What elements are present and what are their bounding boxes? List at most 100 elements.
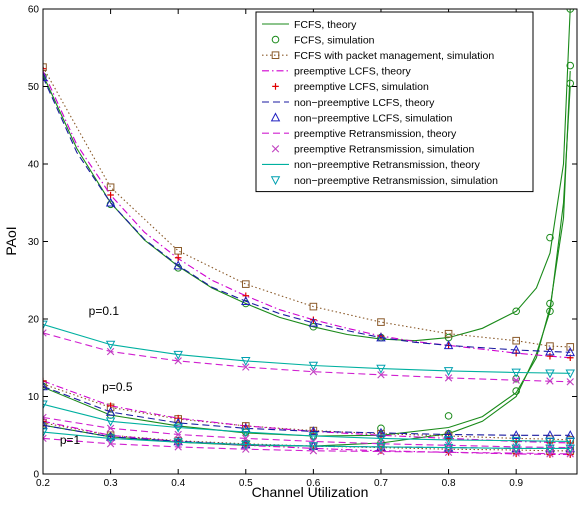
legend-box: [255, 11, 534, 193]
data-point: [174, 357, 182, 365]
legend-label: preemptive LCFS, simulation: [294, 81, 429, 93]
data-point: [43, 329, 47, 337]
data-point: [105, 431, 116, 441]
x-tick-label: 0.9: [509, 478, 523, 489]
data-point: [546, 342, 554, 350]
data-point: [443, 443, 454, 453]
data-point: [105, 417, 116, 427]
legend-label: FCFS with packet management, simulation: [294, 50, 494, 62]
series-10: [43, 320, 575, 454]
y-tick-label: 50: [28, 82, 40, 93]
data-point: [43, 320, 48, 330]
data-point: [566, 450, 574, 458]
data-point: [546, 352, 554, 360]
data-point: [546, 377, 554, 385]
x-tick-label: 0.2: [36, 478, 50, 489]
data-point: [241, 296, 251, 305]
series-9: [43, 323, 571, 449]
data-point: [377, 424, 385, 433]
series-line: [43, 9, 571, 342]
legend-entry: non−preemptive Retransmission, theory: [262, 159, 481, 171]
series-line: [43, 332, 571, 383]
data-point: [545, 369, 555, 379]
x-axis-label: Channel Utilization: [252, 484, 369, 500]
legend-label: non−preemptive Retransmission, theory: [294, 159, 481, 171]
data-point: [566, 79, 575, 88]
data-point: [241, 428, 251, 438]
legend-label: non−preemptive LCFS, simulation: [294, 112, 453, 124]
data-point: [241, 357, 251, 367]
data-point: [566, 9, 575, 13]
data-point: [566, 378, 574, 386]
data-point: [546, 307, 554, 316]
y-axis-label: PAoI: [3, 226, 19, 255]
x-tick-label: 0.6: [306, 478, 320, 489]
series-line: [43, 403, 571, 442]
series-line: [43, 416, 571, 449]
data-point: [173, 438, 183, 448]
legend-entry: non−preemptive Retransmission, simulatio…: [270, 175, 498, 187]
y-tick-label: 40: [28, 160, 40, 171]
data-point: [377, 439, 385, 447]
legend-entry: FCFS with packet management, simulation: [262, 50, 494, 62]
data-point: [105, 340, 116, 350]
legend-marker-sample: [271, 51, 280, 60]
data-point: [242, 434, 250, 443]
data-point: [43, 418, 47, 425]
data-point: [309, 302, 318, 311]
series-line: [43, 66, 571, 348]
legend-entry: FCFS, theory: [262, 19, 357, 31]
data-point: [309, 368, 318, 376]
data-point: [309, 322, 318, 331]
data-point: [376, 434, 386, 444]
curve-annotation: p=0.1: [89, 304, 120, 318]
data-point: [443, 340, 454, 350]
data-point: [43, 377, 47, 385]
legend-entry: preemptive Retransmission, simulation: [271, 144, 474, 156]
data-point: [511, 436, 521, 446]
legend-entry: FCFS, simulation: [271, 34, 375, 46]
data-point: [241, 440, 251, 450]
data-point: [174, 247, 182, 255]
y-tick-label: 30: [28, 237, 40, 248]
data-point: [174, 430, 182, 439]
data-point: [376, 443, 386, 453]
legend-entry: preemptive LCFS, theory: [262, 66, 411, 78]
data-point: [444, 374, 453, 382]
data-point: [512, 374, 520, 383]
data-point: [376, 364, 386, 374]
data-point: [377, 318, 385, 326]
y-tick-label: 20: [28, 315, 40, 326]
data-point: [376, 427, 386, 437]
data-point: [174, 254, 182, 262]
data-point: [443, 436, 454, 446]
data-point: [443, 367, 454, 377]
data-point: [545, 444, 555, 454]
data-point: [43, 72, 48, 81]
data-point: [546, 233, 554, 242]
data-point: [106, 347, 115, 356]
data-point: [105, 434, 116, 444]
data-point: [511, 344, 521, 354]
data-point: [43, 400, 48, 410]
data-point: [106, 440, 115, 448]
data-point: [511, 368, 521, 378]
data-point: [43, 434, 47, 443]
data-point: [565, 437, 575, 447]
data-point: [443, 429, 454, 439]
data-point: [444, 329, 453, 338]
data-point: [376, 332, 386, 342]
data-point: [377, 371, 385, 379]
series-line: [43, 385, 571, 436]
data-point: [173, 423, 183, 433]
data-point: [512, 336, 520, 345]
legend-entry: non−preemptive LCFS, theory: [262, 97, 435, 109]
x-tick-label: 0.8: [442, 478, 456, 489]
data-point: [43, 413, 47, 422]
data-point: [308, 442, 319, 452]
data-point: [105, 197, 116, 207]
y-tick-label: 0: [33, 470, 39, 481]
data-point: [565, 444, 575, 454]
data-point: [308, 432, 319, 442]
